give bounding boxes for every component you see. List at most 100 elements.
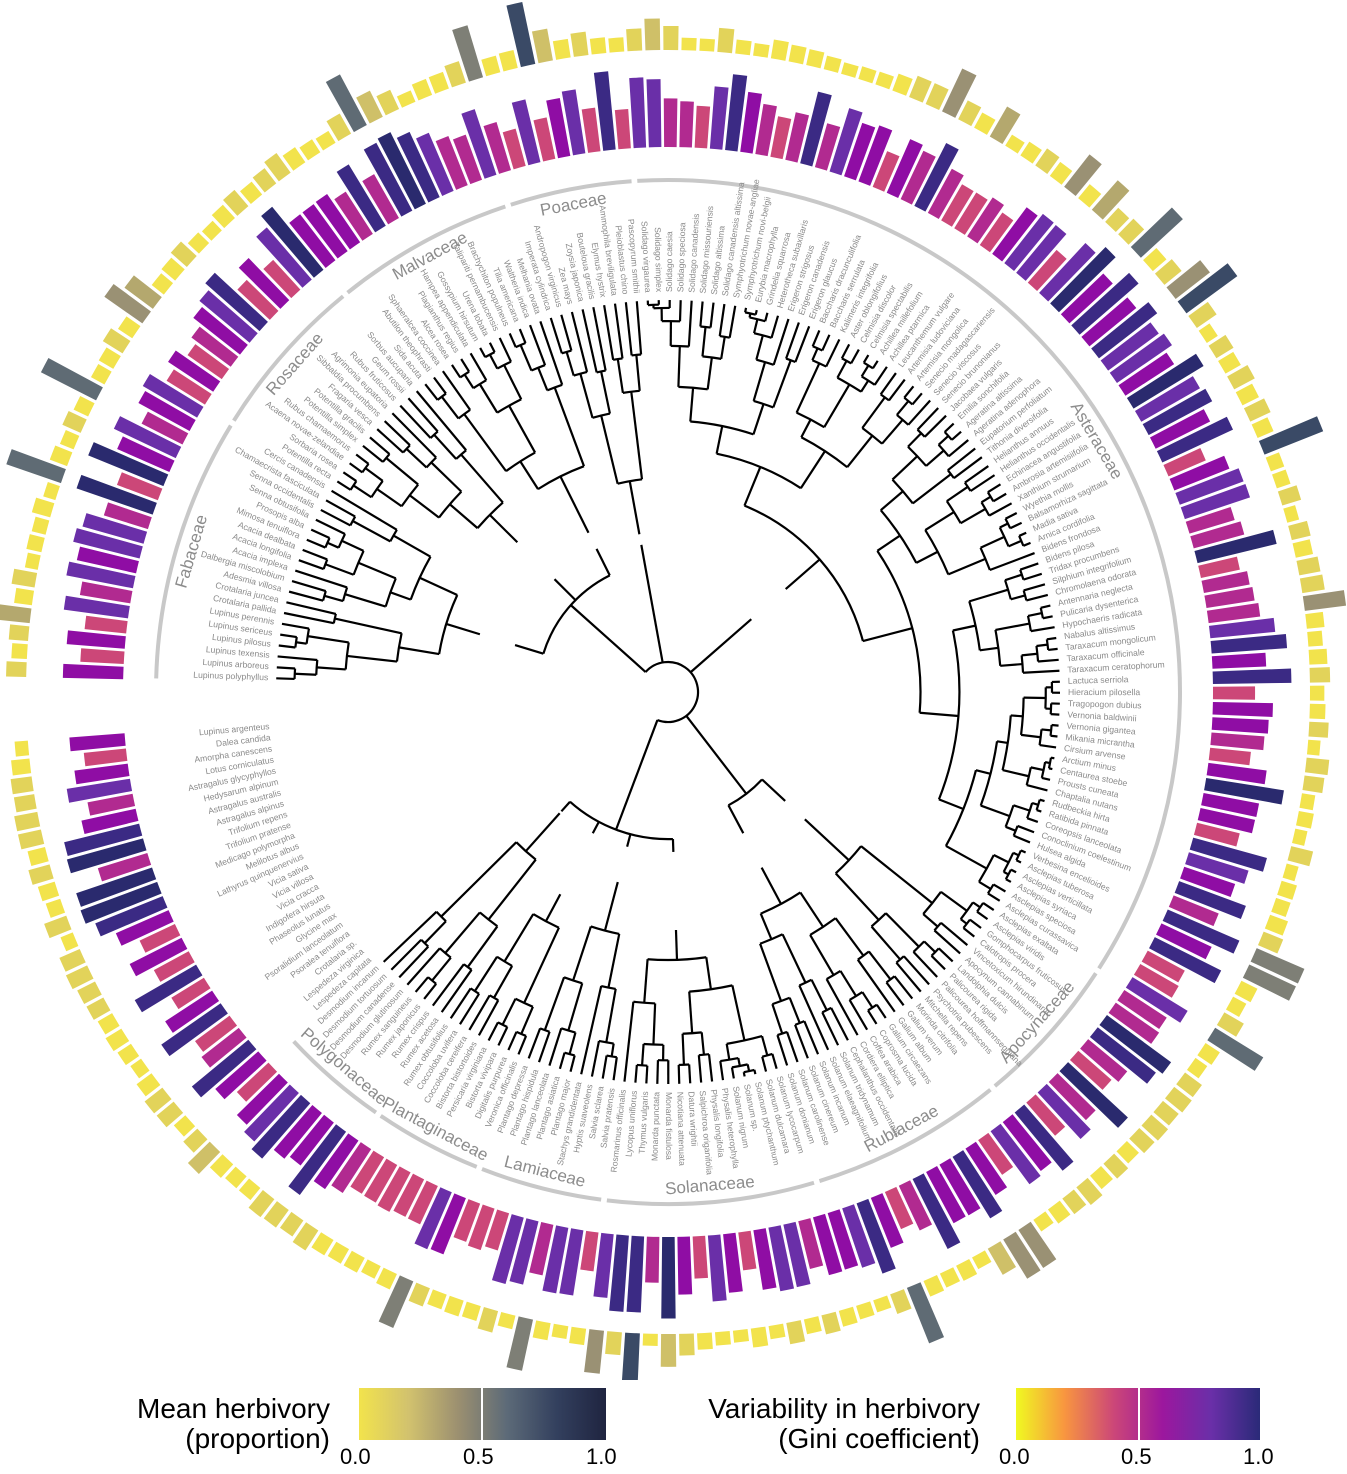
gini-bar <box>829 108 863 176</box>
mean-herbivory-bar <box>130 1058 150 1079</box>
branch <box>390 591 412 601</box>
gini-bar <box>414 1187 452 1250</box>
branch <box>473 956 498 992</box>
gini-bar <box>139 924 181 953</box>
branch <box>276 666 296 670</box>
branch <box>953 456 983 479</box>
tip-label: Solidago caesia <box>664 231 674 292</box>
branch <box>440 841 518 918</box>
branch-arc <box>322 559 329 570</box>
branch <box>794 325 811 363</box>
branch <box>992 492 1007 503</box>
mean-herbivory-bar <box>1064 154 1102 197</box>
branch <box>978 880 992 890</box>
branch <box>291 579 327 593</box>
mean-herbivory-bar <box>1308 648 1328 665</box>
mean-herbivory-bar <box>717 27 735 54</box>
branch <box>987 483 1002 494</box>
branch <box>876 534 901 552</box>
gini-bar <box>1125 977 1188 1023</box>
branch-arc <box>496 955 513 967</box>
mean-herbivory-bar <box>589 37 607 55</box>
branch <box>823 383 851 428</box>
mean-herbivory-bar <box>282 147 306 171</box>
gini-bar <box>1210 732 1265 751</box>
branch <box>399 404 432 439</box>
gini-bar <box>1201 571 1250 593</box>
mean-herbivory-bar <box>211 204 235 229</box>
gini-bar <box>1189 837 1267 872</box>
gini-bar <box>62 663 124 680</box>
gini-bar <box>614 109 631 150</box>
tip-label: Tragopogon dubius <box>1068 698 1142 710</box>
mean-herbivory-bar <box>37 881 60 902</box>
mean-herbivory-bar <box>102 328 131 354</box>
branch <box>382 910 438 963</box>
branch <box>310 528 331 540</box>
mean-herbivory-bar <box>238 1178 261 1201</box>
gini-bar <box>115 910 174 946</box>
mean-herbivory-bar <box>14 587 35 606</box>
branch <box>728 305 737 338</box>
branch-arc <box>496 398 522 414</box>
gini-bar <box>858 125 893 186</box>
legend-mean-title-line2: (proportion) <box>185 1423 330 1454</box>
branch <box>398 646 440 656</box>
branch <box>731 985 746 1041</box>
branch <box>804 818 850 862</box>
branch <box>590 1040 601 1077</box>
mean-herbivory-bar <box>1090 1165 1113 1190</box>
branch <box>487 858 537 921</box>
mean-herbivory-bar <box>806 49 825 69</box>
mean-herbivory-bar <box>1078 184 1102 208</box>
branch <box>1013 834 1031 844</box>
branch <box>1004 573 1023 582</box>
branch <box>352 520 391 543</box>
branch-arc <box>617 478 643 485</box>
mean-herbivory-bar <box>1062 1189 1087 1215</box>
branch <box>369 436 391 455</box>
mean-herbivory-bar <box>1003 1231 1041 1279</box>
mean-herbivory-bar <box>1188 301 1217 329</box>
mean-herbivory-bar <box>40 357 103 401</box>
branch <box>1039 743 1057 749</box>
branch <box>834 917 865 957</box>
mean-herbivory-bar <box>98 347 121 369</box>
branch-arc <box>400 483 420 507</box>
branch <box>912 951 938 978</box>
branch <box>501 998 517 1026</box>
branch <box>1005 878 1012 883</box>
branch <box>752 403 765 435</box>
gini-bar <box>76 546 139 574</box>
branch-arc <box>435 910 447 923</box>
gini-bar <box>416 132 454 196</box>
branch <box>362 444 384 463</box>
mean-herbivory-bar <box>1165 1086 1192 1113</box>
gini-bar <box>679 101 694 148</box>
gini-bar <box>992 207 1038 262</box>
gini-bar <box>740 91 762 154</box>
mean-herbivory-bar <box>14 740 30 757</box>
gini-bar <box>467 1204 495 1251</box>
branch <box>860 364 870 378</box>
mean-herbivory-bar <box>201 220 222 241</box>
mean-herbivory-bar <box>11 568 38 588</box>
branch-arc <box>515 342 526 349</box>
branch <box>707 1054 714 1082</box>
mean-herbivory-bar <box>161 257 185 281</box>
branch <box>357 561 397 580</box>
branch <box>391 412 437 459</box>
branch <box>656 1060 660 1084</box>
branch <box>699 301 704 327</box>
mean-herbivory-bar <box>1306 739 1321 756</box>
legend-mean-title-line1: Mean herbivory <box>137 1393 330 1424</box>
branch <box>567 982 584 1031</box>
gini-bar <box>491 1214 524 1285</box>
mean-herbivory-bar <box>1197 1042 1220 1065</box>
mean-herbivory-bar <box>326 113 352 142</box>
tip-label: Vernonia baldwinii <box>1067 709 1137 723</box>
branch <box>903 955 930 986</box>
branch <box>785 1031 799 1063</box>
family-arc <box>346 204 506 295</box>
branch <box>460 453 504 504</box>
